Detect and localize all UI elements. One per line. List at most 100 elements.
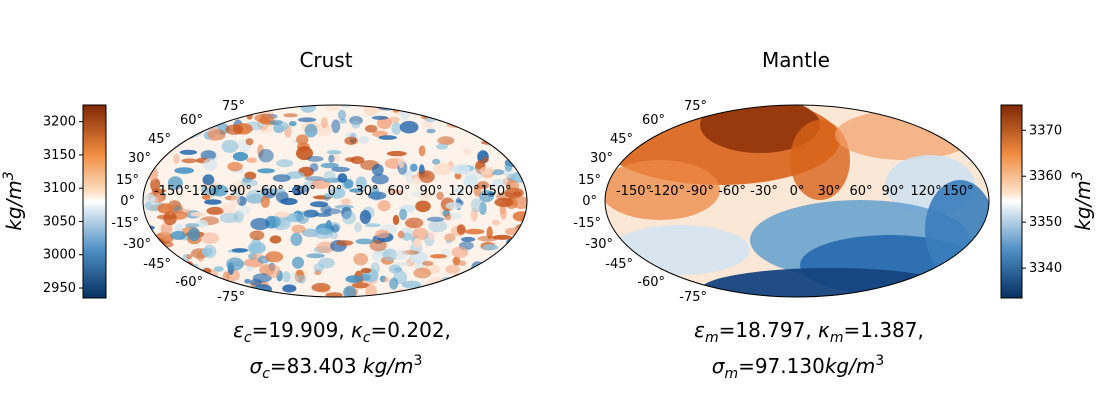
crust-density-cell	[464, 228, 485, 235]
crust-density-cell	[398, 156, 405, 169]
crust-density-cell	[310, 201, 329, 208]
crust-density-cell	[230, 194, 241, 207]
crust-colorbar-tick-label: 3100	[43, 181, 76, 196]
crust-lon-label: -60°	[256, 184, 284, 199]
crust-density-cell	[359, 274, 371, 281]
crust-density-cell	[201, 292, 214, 297]
crust-density-cell	[370, 262, 380, 274]
crust-density-cell	[344, 136, 358, 145]
crust-density-cell	[254, 113, 275, 123]
crust-lat-label: 15°	[116, 173, 139, 188]
crust-density-cell	[470, 198, 483, 213]
mantle-lon-label: 90°	[881, 184, 904, 199]
crust-density-cell	[428, 231, 436, 241]
crust-density-cell	[450, 289, 467, 297]
crust-lat-label: -45°	[143, 257, 171, 272]
crust-density-cell	[510, 272, 518, 278]
crust-density-cell	[306, 155, 324, 162]
crust-density-cell	[369, 239, 387, 252]
crust-density-cell	[354, 222, 362, 233]
crust-colorbar-tick-label: 3000	[43, 248, 76, 263]
crust-density-cell	[436, 191, 444, 200]
crust-density-cell	[391, 122, 402, 135]
crust-density-cell	[365, 284, 377, 297]
crust-density-cell	[155, 292, 165, 297]
crust-title: Crust	[299, 48, 352, 72]
crust-density-cell	[304, 123, 318, 138]
crust-colorbar-tick-label: 3150	[43, 148, 76, 163]
crust-lon-label: -120°	[187, 184, 223, 199]
crust-lon-label: 60°	[387, 184, 410, 199]
crust-density-cell	[454, 115, 470, 124]
crust-density-cell	[514, 264, 527, 272]
crust-density-cell	[387, 189, 404, 194]
crust-density-cell	[492, 178, 508, 188]
crust-density-cell	[181, 158, 197, 164]
crust-density-cell	[332, 152, 341, 163]
mantle-title: Mantle	[762, 48, 830, 72]
crust-density-cell	[331, 166, 350, 172]
crust-lon-label: -30°	[288, 184, 316, 199]
crust-density-cell	[492, 234, 512, 240]
crust-density-cell	[503, 286, 512, 296]
crust-density-cell	[491, 219, 501, 226]
crust-map	[142, 104, 528, 298]
crust-density-cell	[410, 163, 418, 172]
crust-density-cell	[143, 105, 150, 114]
crust-density-cell	[471, 275, 482, 288]
crust-density-cell	[334, 204, 355, 209]
crust-density-cell	[341, 198, 351, 205]
crust-density-cell	[245, 189, 265, 203]
crust-density-cell	[480, 274, 492, 282]
crust-density-cell	[514, 252, 527, 259]
crust-density-cell	[375, 229, 390, 239]
crust-density-cell	[179, 149, 198, 155]
crust-density-cell	[350, 156, 365, 165]
crust-density-cell	[265, 251, 284, 263]
crust-density-cell	[202, 194, 211, 200]
crust-lon-label: -90°	[224, 184, 252, 199]
crust-density-cell	[343, 286, 357, 297]
mantle-colorbar-tick-label: 3350	[1029, 215, 1062, 230]
crust-density-cell	[505, 180, 520, 192]
crust-density-cell	[147, 167, 159, 181]
crust-density-cell	[337, 173, 348, 183]
crust-density-cell	[183, 126, 203, 138]
mantle-lat-label: -15°	[573, 216, 601, 231]
crust-lat-label: -30°	[123, 237, 151, 252]
crust-density-cell	[246, 112, 253, 120]
crust-density-cell	[288, 272, 299, 286]
crust-density-cell	[328, 154, 335, 163]
crust-density-cell	[160, 222, 173, 236]
crust-density-cell	[204, 199, 222, 205]
crust-density-cell	[450, 105, 462, 115]
mantle-caption-line-1: εm=18.797, κm=1.387,	[694, 318, 924, 346]
crust-density-cell	[231, 248, 249, 253]
mantle-colorbar: 3370 3360 3350 3340	[1000, 104, 1062, 299]
crust-density-cell	[470, 208, 478, 222]
crust-density-cell	[472, 116, 486, 128]
crust-density-cell	[370, 184, 379, 198]
crust-density-cell	[340, 105, 351, 109]
crust-density-cell	[418, 170, 435, 183]
mantle-colorbar-label: kg/m3	[1070, 171, 1095, 230]
crust-density-cell	[428, 219, 448, 233]
crust-density-cell	[456, 224, 466, 235]
crust-density-cell	[144, 105, 151, 111]
mantle-lat-label: 60°	[642, 113, 665, 128]
mantle-density-region	[605, 160, 720, 220]
crust-density-cell	[331, 119, 341, 134]
crust-density-cell	[432, 158, 441, 165]
mantle-lon-label: 60°	[849, 184, 872, 199]
crust-colorbar-bar	[82, 104, 107, 299]
crust-density-cell	[282, 284, 297, 293]
crust-density-cell	[371, 174, 389, 185]
crust-density-cell	[225, 195, 238, 201]
mantle-lat-label: 45°	[610, 132, 633, 147]
crust-density-cell	[496, 267, 506, 274]
crust-density-cell	[296, 274, 307, 284]
crust-density-cell	[404, 217, 424, 229]
crust-density-cell	[144, 193, 156, 203]
crust-density-cell	[274, 211, 290, 218]
crust-density-cell	[326, 150, 342, 155]
